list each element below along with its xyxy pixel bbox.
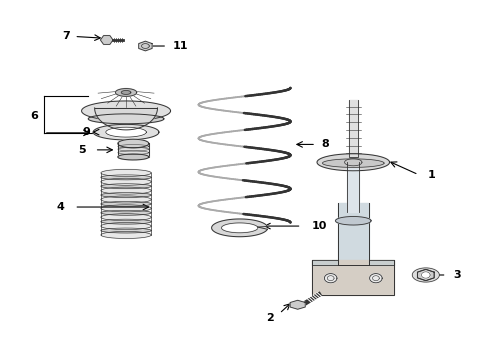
Polygon shape [101, 202, 151, 206]
Text: 6: 6 [30, 111, 38, 121]
Polygon shape [101, 196, 151, 203]
Text: 9: 9 [82, 127, 90, 137]
Polygon shape [289, 300, 305, 309]
Polygon shape [101, 210, 151, 215]
Polygon shape [101, 219, 151, 224]
Polygon shape [324, 274, 336, 283]
Text: 10: 10 [310, 221, 326, 231]
Polygon shape [337, 203, 368, 265]
Polygon shape [101, 228, 151, 233]
Polygon shape [335, 216, 370, 225]
Polygon shape [368, 260, 393, 265]
Text: 5: 5 [78, 145, 85, 155]
Polygon shape [421, 272, 429, 278]
Polygon shape [139, 41, 152, 51]
Polygon shape [322, 159, 383, 167]
Polygon shape [105, 127, 146, 137]
Polygon shape [95, 108, 157, 130]
Polygon shape [118, 144, 148, 157]
Polygon shape [121, 90, 131, 94]
Polygon shape [101, 193, 151, 198]
Text: 1: 1 [427, 170, 434, 180]
Polygon shape [311, 260, 337, 265]
Text: 11: 11 [173, 41, 188, 51]
Polygon shape [101, 175, 151, 180]
Polygon shape [93, 124, 159, 140]
Polygon shape [115, 89, 137, 96]
Polygon shape [101, 205, 151, 212]
Polygon shape [417, 269, 433, 281]
Polygon shape [118, 154, 148, 160]
Polygon shape [101, 231, 151, 238]
Text: 4: 4 [57, 202, 64, 212]
Polygon shape [100, 36, 113, 44]
Text: 2: 2 [265, 312, 273, 323]
Polygon shape [311, 260, 393, 295]
Polygon shape [316, 154, 389, 171]
Polygon shape [88, 114, 163, 124]
Text: 3: 3 [452, 270, 460, 280]
Polygon shape [369, 274, 382, 283]
Polygon shape [101, 214, 151, 221]
Text: 8: 8 [321, 139, 329, 149]
Polygon shape [348, 100, 357, 157]
Polygon shape [81, 101, 170, 121]
Polygon shape [411, 268, 438, 282]
Polygon shape [211, 219, 267, 237]
Text: 7: 7 [61, 31, 69, 41]
Polygon shape [344, 159, 361, 166]
Polygon shape [101, 169, 151, 176]
Polygon shape [347, 162, 358, 212]
Polygon shape [101, 178, 151, 185]
Polygon shape [101, 222, 151, 230]
Polygon shape [101, 184, 151, 189]
Polygon shape [118, 139, 148, 148]
Polygon shape [417, 269, 433, 281]
Polygon shape [101, 187, 151, 194]
